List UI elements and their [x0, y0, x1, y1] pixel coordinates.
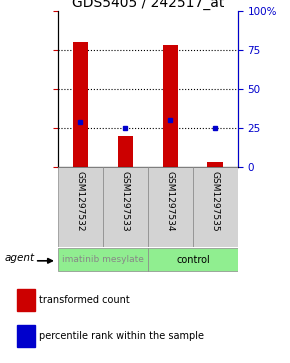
- Title: GDS5405 / 242517_at: GDS5405 / 242517_at: [72, 0, 224, 10]
- Bar: [72, 42, 88, 167]
- Text: GSM1297534: GSM1297534: [166, 171, 175, 232]
- Text: GSM1297532: GSM1297532: [76, 171, 85, 232]
- Bar: [17, 325, 35, 347]
- Bar: [58, 248, 148, 271]
- Bar: [17, 289, 35, 311]
- Text: imatinib mesylate: imatinib mesylate: [62, 255, 144, 264]
- Bar: [58, 167, 103, 247]
- Text: control: control: [176, 254, 210, 265]
- Bar: [103, 167, 148, 247]
- Text: percentile rank within the sample: percentile rank within the sample: [39, 331, 204, 341]
- Text: transformed count: transformed count: [39, 295, 129, 305]
- Bar: [193, 167, 238, 247]
- Text: GSM1297535: GSM1297535: [211, 171, 220, 232]
- Bar: [148, 248, 238, 271]
- Bar: [207, 162, 223, 167]
- Text: agent: agent: [5, 253, 35, 263]
- Bar: [162, 45, 178, 167]
- Text: GSM1297533: GSM1297533: [121, 171, 130, 232]
- Bar: [117, 136, 133, 167]
- Bar: [148, 167, 193, 247]
